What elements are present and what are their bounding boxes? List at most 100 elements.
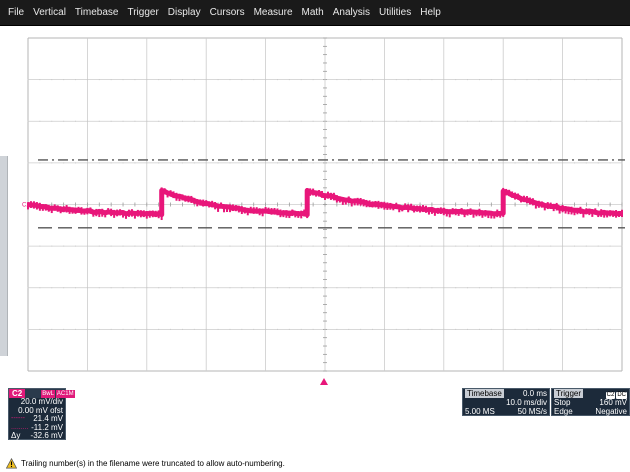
trace-noise-sample bbox=[62, 206, 65, 213]
trace-noise-sample bbox=[410, 203, 413, 210]
grid-dot bbox=[229, 287, 231, 289]
grid-dot bbox=[170, 328, 172, 330]
trace-noise-sample bbox=[154, 210, 157, 218]
grid-dot bbox=[205, 120, 207, 122]
menu-utilities[interactable]: Utilities bbox=[378, 7, 412, 18]
menu-measure[interactable]: Measure bbox=[253, 7, 293, 18]
grid-dot bbox=[265, 287, 267, 289]
trace-noise-sample bbox=[237, 205, 240, 213]
grid-dot bbox=[585, 120, 587, 122]
grid-dot bbox=[538, 120, 540, 122]
channel-descriptor-c2[interactable]: C2 BwL AC1M 20.0 mV/div 0.00 mV ofst ---… bbox=[8, 388, 75, 440]
offset-value: 0.00 mV ofst bbox=[18, 405, 63, 415]
trigger-position-marker[interactable] bbox=[320, 378, 328, 385]
grid-dot bbox=[360, 79, 362, 81]
trigger-header: Trigger bbox=[554, 389, 584, 398]
trace-noise-sample bbox=[288, 210, 291, 219]
grid-dot bbox=[86, 162, 88, 164]
trigger-descriptor[interactable]: Trigger C2 DC Stop 160 mV Edge Negative bbox=[551, 388, 630, 416]
menu-timebase[interactable]: Timebase bbox=[74, 7, 119, 18]
trace-noise-sample bbox=[300, 210, 303, 219]
grid-dot bbox=[253, 328, 255, 330]
grid-dot bbox=[585, 245, 587, 247]
trace-noise-sample bbox=[122, 210, 125, 218]
grid-dot bbox=[467, 328, 469, 330]
grid-dot bbox=[300, 245, 302, 247]
grid-dot bbox=[407, 162, 409, 164]
grid-dot bbox=[585, 162, 587, 164]
menu-math[interactable]: Math bbox=[301, 7, 324, 18]
trace-noise-sample bbox=[113, 209, 116, 218]
grid-dot bbox=[383, 120, 385, 122]
trace-noise-sample bbox=[570, 206, 573, 215]
grid-dot bbox=[205, 287, 207, 289]
scope-display[interactable]: C2 bbox=[0, 26, 630, 386]
trace-noise-sample bbox=[329, 192, 332, 200]
trace-noise-sample bbox=[395, 202, 398, 209]
menu-cursors[interactable]: Cursors bbox=[209, 7, 245, 18]
menu-help[interactable]: Help bbox=[420, 7, 441, 18]
trace-noise-sample bbox=[208, 201, 211, 208]
trace-noise-sample bbox=[514, 192, 517, 200]
trace-noise-sample bbox=[83, 208, 86, 215]
grid-dot bbox=[181, 245, 183, 247]
grid-dot bbox=[455, 162, 457, 164]
grid-dot bbox=[502, 328, 504, 330]
trace-noise-sample bbox=[142, 210, 145, 218]
grid-dot bbox=[573, 120, 575, 122]
grid-dot bbox=[276, 328, 278, 330]
grid-dot bbox=[253, 162, 255, 164]
trace-noise-sample bbox=[44, 204, 47, 211]
trace-noise-sample bbox=[273, 208, 276, 215]
grid-dot bbox=[241, 79, 243, 81]
menu-file[interactable]: File bbox=[8, 7, 25, 18]
trace-noise-sample bbox=[335, 195, 338, 203]
grid-dot bbox=[324, 328, 326, 330]
grid-dot bbox=[372, 162, 374, 164]
trace-noise-sample bbox=[511, 191, 514, 198]
grid-dot bbox=[27, 245, 29, 247]
trace-noise-sample bbox=[558, 205, 561, 214]
grid-dot bbox=[217, 120, 219, 122]
grid-dot bbox=[360, 162, 362, 164]
grid-dot bbox=[241, 120, 243, 122]
grid-dot bbox=[502, 79, 504, 81]
grid-dot bbox=[621, 120, 623, 122]
cursor2-symbol: ......... bbox=[11, 423, 29, 431]
left-side-strip bbox=[0, 156, 8, 356]
trace-noise-sample bbox=[264, 206, 267, 214]
grid-dot bbox=[490, 245, 492, 247]
trace-noise-sample bbox=[597, 210, 600, 218]
grid-dot bbox=[455, 120, 457, 122]
menu-trigger[interactable]: Trigger bbox=[127, 7, 159, 18]
menu-vertical[interactable]: Vertical bbox=[33, 7, 66, 18]
trace-noise-sample bbox=[125, 211, 128, 219]
trace-noise-sample bbox=[199, 199, 202, 206]
grid-dot bbox=[75, 287, 77, 289]
timebase-descriptor[interactable]: Timebase 0.0 ms 10.0 ms/div 5.00 MS 50 M… bbox=[462, 388, 550, 416]
grid-dot bbox=[538, 328, 540, 330]
trace-noise-sample bbox=[517, 193, 520, 200]
grid-dot bbox=[383, 328, 385, 330]
menu-bar: File Vertical Timebase Trigger Display C… bbox=[0, 0, 630, 26]
delta-value: -32.6 mV bbox=[30, 431, 63, 440]
grid-dot bbox=[573, 79, 575, 81]
trace-noise-sample bbox=[398, 204, 401, 213]
grid-dot bbox=[467, 162, 469, 164]
trace-noise-sample bbox=[130, 209, 133, 217]
grid-dot bbox=[300, 328, 302, 330]
grid-dot bbox=[478, 162, 480, 164]
trace-noise-sample bbox=[297, 211, 300, 218]
grid-dot bbox=[348, 79, 350, 81]
trace-noise-sample bbox=[202, 199, 205, 207]
trace-noise-sample bbox=[243, 207, 246, 214]
trace-noise-sample bbox=[309, 188, 312, 196]
menu-display[interactable]: Display bbox=[167, 7, 201, 18]
menu-analysis[interactable]: Analysis bbox=[332, 7, 370, 18]
coupling-badge: AC1M bbox=[55, 389, 75, 398]
channel-ground-marker[interactable]: C2 bbox=[22, 203, 30, 209]
grid-dot bbox=[146, 245, 148, 247]
grid-dot bbox=[98, 79, 100, 81]
trace-noise-sample bbox=[600, 209, 603, 217]
grid-dot bbox=[443, 245, 445, 247]
